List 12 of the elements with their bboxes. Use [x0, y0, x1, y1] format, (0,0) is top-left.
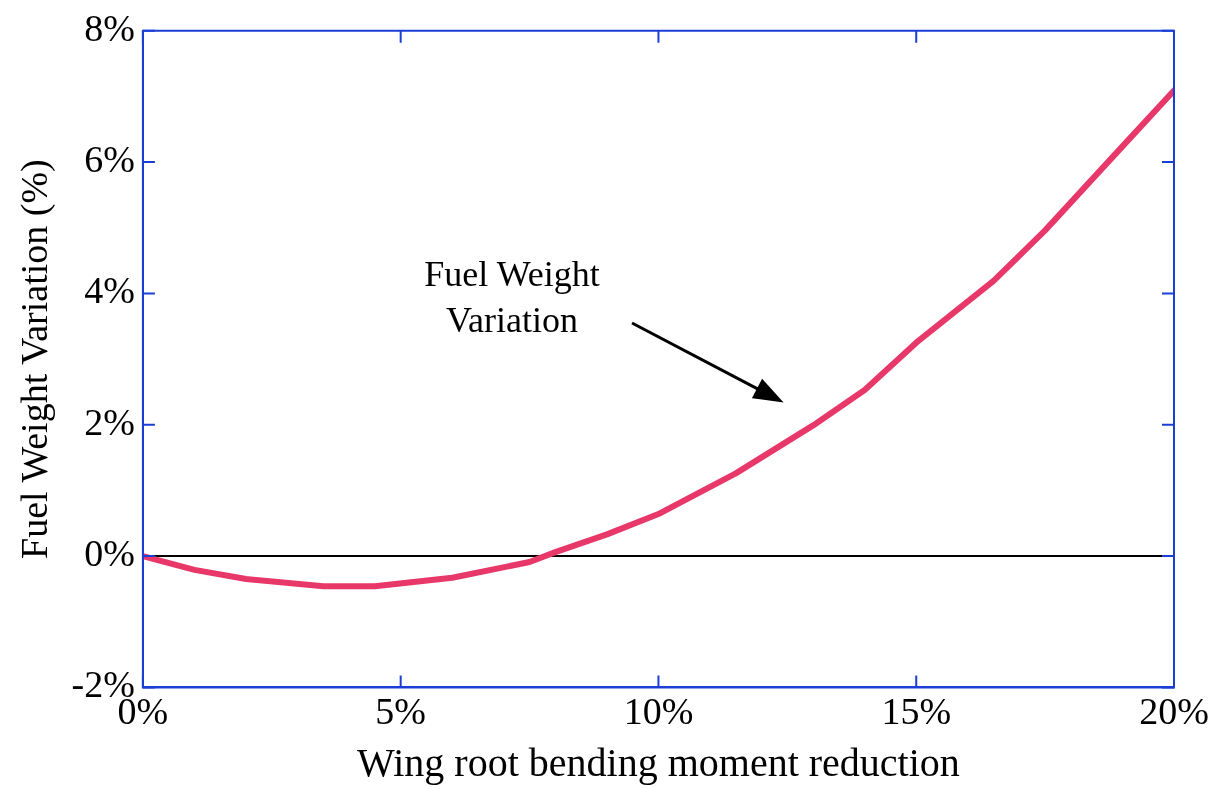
- y-tick-label: 4%: [84, 269, 135, 312]
- y-tick-label: 0%: [84, 532, 135, 575]
- y-tick-label: 8%: [84, 6, 135, 49]
- x-tick-label: 10%: [623, 690, 694, 733]
- x-tick-label: 15%: [881, 690, 952, 733]
- y-tick-label: 6%: [84, 138, 135, 181]
- y-axis-title: Fuel Weight Variation (%): [12, 159, 56, 559]
- x-tick-label: 20%: [1139, 690, 1209, 733]
- annotation: Fuel Weight Variation: [424, 252, 600, 342]
- x-tick-label: 5%: [375, 690, 427, 733]
- y-tick-label: 2%: [84, 400, 135, 443]
- x-axis-title: Wing root bending moment reduction: [357, 739, 960, 785]
